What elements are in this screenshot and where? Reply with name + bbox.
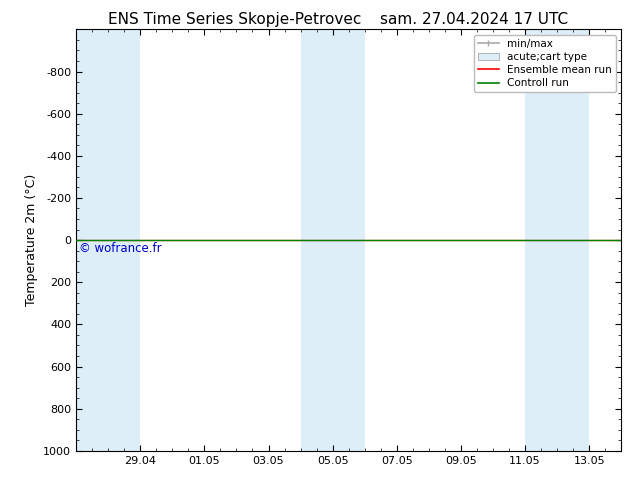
Legend: min/max, acute;cart type, Ensemble mean run, Controll run: min/max, acute;cart type, Ensemble mean … bbox=[474, 35, 616, 92]
Text: ENS Time Series Skopje-Petrovec: ENS Time Series Skopje-Petrovec bbox=[108, 12, 361, 27]
Text: sam. 27.04.2024 17 UTC: sam. 27.04.2024 17 UTC bbox=[380, 12, 569, 27]
Bar bbox=[301, 29, 365, 451]
Text: © wofrance.fr: © wofrance.fr bbox=[79, 242, 162, 255]
Bar bbox=[76, 29, 140, 451]
Y-axis label: Temperature 2m (°C): Temperature 2m (°C) bbox=[25, 174, 37, 306]
Bar bbox=[525, 29, 589, 451]
